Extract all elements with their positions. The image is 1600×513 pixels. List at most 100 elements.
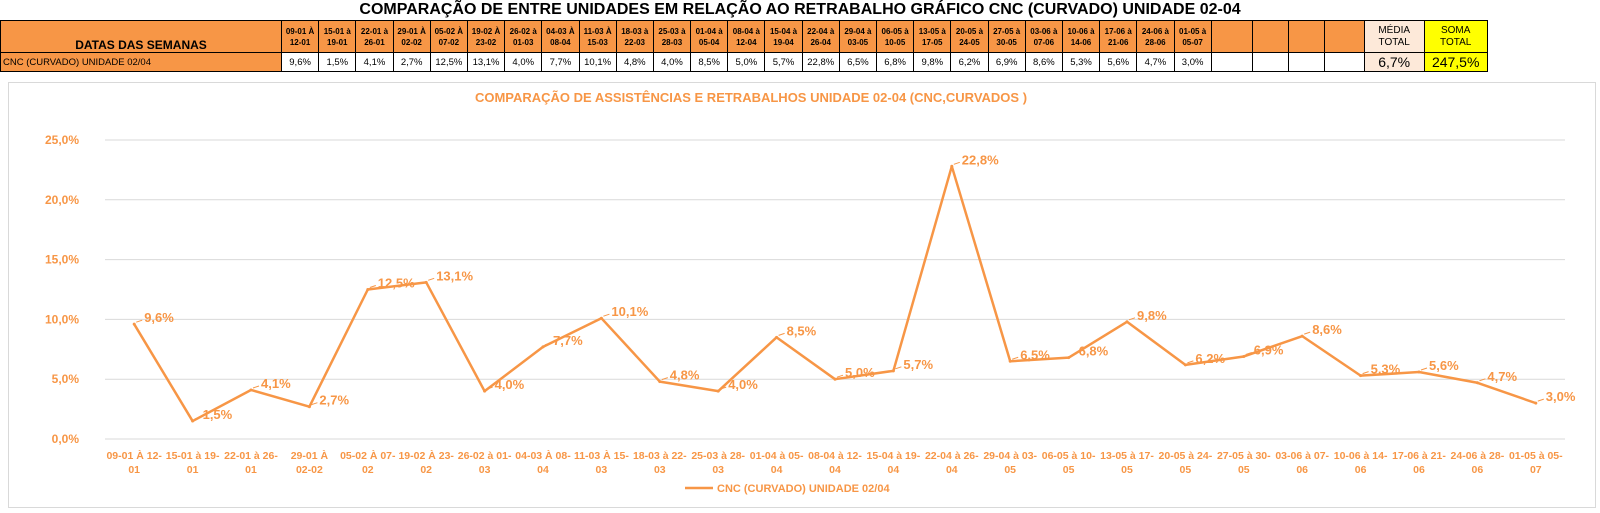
x-tick-label: 29-04 à 03- 05	[983, 450, 1037, 476]
x-tick-label: 11-03 À 15- 03	[574, 449, 629, 476]
data-label: 5,0%	[845, 365, 875, 380]
x-tick-line: 06-05 à 10-	[1042, 450, 1096, 462]
x-tick-line: 05	[1004, 464, 1016, 476]
week-dates-header: DATAS DAS SEMANAS	[0, 20, 282, 53]
label-leader	[1362, 371, 1369, 375]
x-tick-line: 09-01 À 12-	[106, 449, 162, 462]
x-tick-label: 01-04 à 05- 04	[750, 450, 804, 476]
data-point	[1125, 320, 1129, 324]
week-value-14: 5,7%	[764, 52, 803, 72]
data-point	[775, 335, 779, 339]
week-start: 10-06 à	[1067, 26, 1095, 36]
x-tick-line: 29-01 À	[291, 449, 329, 462]
x-tick-line: 27-05 à 30-	[1217, 450, 1271, 462]
x-tick-label: 22-01 à 26- 01	[224, 450, 278, 476]
data-label: 10,1%	[611, 304, 648, 319]
week-value-10: 4,8%	[615, 52, 654, 72]
data-label: 4,8%	[670, 368, 700, 383]
label-leader	[1128, 317, 1136, 321]
week-header-11: 25-03 à 28-03	[652, 20, 692, 53]
week-end: 08-04	[550, 37, 571, 47]
week-value-5: 12,5%	[429, 52, 468, 72]
x-tick-label: 29-01 À 02-02	[291, 449, 329, 476]
week-end: 07-02	[438, 37, 460, 47]
x-tick-label: 08-04 à 12- 04	[808, 450, 862, 476]
data-point	[424, 280, 428, 284]
label-leader	[136, 319, 143, 323]
label-leader	[953, 161, 960, 165]
data-label: 2,7%	[319, 393, 349, 408]
x-tick-line: 05	[1121, 464, 1133, 476]
y-tick-label: 20,0%	[45, 193, 79, 207]
label-leader	[661, 377, 668, 381]
data-point	[483, 389, 487, 393]
week-value-17: 6,8%	[875, 52, 915, 72]
week-start: 25-03 à	[658, 26, 686, 36]
line-chart: COMPARAÇÃO DE ASSISTÊNCIAS E RETRABALHOS…	[45, 90, 1576, 495]
data-point	[833, 377, 837, 381]
week-header-21: 03-06 à 07-06	[1024, 20, 1063, 53]
week-end: 12-01	[289, 37, 311, 47]
week-value-4: 2,7%	[392, 52, 431, 72]
label-leader	[486, 386, 493, 390]
x-tick-line: 29-04 à 03-	[983, 450, 1037, 462]
data-label: 5,7%	[903, 357, 933, 372]
x-tick-label: 04-03 À 08- 04	[515, 449, 571, 476]
week-start: 29-01 À	[397, 26, 426, 36]
week-header-22: 10-06 à 14-06	[1061, 20, 1101, 53]
week-end: 19-01	[327, 37, 348, 47]
week-header-4: 29-01 À 02-02	[392, 20, 431, 53]
week-header-18: 13-05 à 17-05	[913, 20, 952, 53]
x-tick-line: 19-02 À 23-	[398, 449, 454, 462]
label-leader	[1537, 398, 1544, 402]
x-tick-label: 03-06 à 07- 06	[1275, 450, 1329, 476]
week-value-3: 4,1%	[355, 52, 394, 72]
x-tick-line: 01-05 à 05-	[1509, 450, 1563, 462]
x-tick-line: 03	[712, 464, 724, 476]
week-start: 03-06 à	[1030, 26, 1058, 36]
x-tick-line: 02	[420, 464, 432, 476]
soma-total-value: 247,5%	[1423, 52, 1488, 72]
week-end: 30-05	[996, 37, 1017, 47]
data-label: 4,1%	[261, 376, 291, 391]
week-value-15: 22,8%	[801, 52, 840, 72]
weekly-summary-table: DATAS DAS SEMANAS 09-01 À 12-01 15-01 à 19-…	[0, 20, 1488, 72]
week-value-12: 8,5%	[690, 52, 729, 72]
x-tick-line: 08-04 à 12-	[808, 450, 862, 462]
x-tick-line: 05	[1180, 464, 1192, 476]
week-start: 09-01 À	[285, 26, 315, 36]
x-tick-line: 04	[888, 464, 900, 476]
media-total-header: MÉDIA TOTAL	[1363, 20, 1425, 53]
data-point	[1417, 370, 1421, 374]
week-start: 04-03 À	[546, 26, 575, 36]
week-header-19: 20-05 à 24-05	[950, 20, 989, 53]
week-header-13: 08-04 à 12-04	[727, 20, 766, 53]
week-end: 21-06	[1107, 37, 1129, 47]
x-tick-line: 04-03 À 08-	[515, 449, 571, 462]
x-tick-line: 06	[1296, 464, 1308, 476]
data-point	[1300, 334, 1304, 338]
data-label: 4,0%	[728, 377, 758, 392]
x-tick-label: 24-06 à 28- 06	[1451, 450, 1505, 476]
label-leader	[1012, 356, 1019, 360]
week-start: 27-05 à	[993, 26, 1021, 36]
data-point	[1067, 356, 1071, 360]
data-label: 13,1%	[436, 268, 473, 283]
week-header-16: 29-04 à 03-05	[838, 20, 878, 53]
data-point	[191, 419, 195, 423]
y-tick-label: 5,0%	[52, 372, 80, 386]
series-row-label: CNC (CURVADO) UNIDADE 02/04	[0, 52, 282, 72]
week-value-13: 5,0%	[727, 52, 766, 72]
data-label: 4,7%	[1487, 369, 1517, 384]
label-leader	[194, 416, 201, 420]
legend-label: CNC (CURVADO) UNIDADE 02/04	[717, 483, 890, 495]
x-tick-line: 07	[1530, 464, 1542, 476]
week-start: 17-06 à	[1104, 26, 1132, 36]
week-header-10: 18-03 à 22-03	[615, 20, 654, 53]
week-end: 26-01	[364, 37, 385, 47]
x-tick-line: 01	[245, 464, 257, 476]
week-header-3: 22-01 à 26-01	[355, 20, 394, 53]
x-tick-line: 05	[1238, 464, 1250, 476]
week-value-20: 6,9%	[987, 52, 1026, 72]
data-label: 6,5%	[1020, 347, 1050, 362]
